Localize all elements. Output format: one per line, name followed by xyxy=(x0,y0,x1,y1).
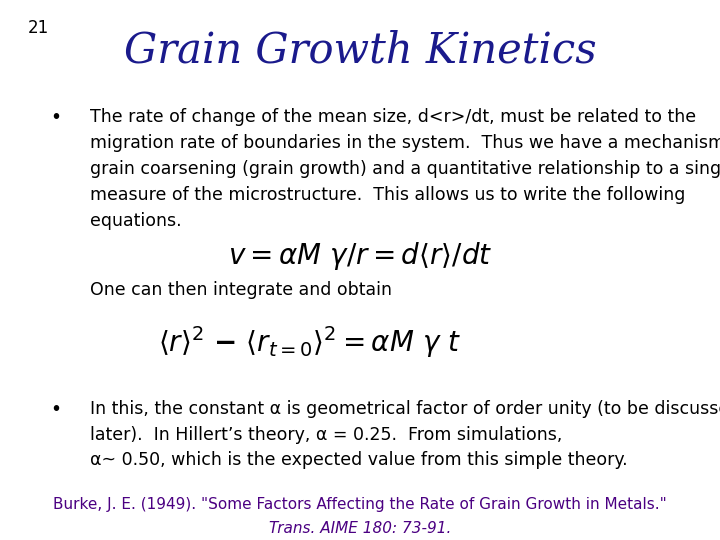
Text: •: • xyxy=(50,108,61,127)
Text: Trans. AIME 180: 73-91.: Trans. AIME 180: 73-91. xyxy=(269,521,451,536)
Text: •: • xyxy=(50,400,61,419)
Text: $\mathit{v} = \alpha\mathit{M}\ \gamma/\mathit{r} = \mathit{d}\langle\mathit{r}\: $\mathit{v} = \alpha\mathit{M}\ \gamma/\… xyxy=(228,240,492,272)
Text: In this, the constant α is geometrical factor of order unity (to be discussed: In this, the constant α is geometrical f… xyxy=(90,400,720,417)
Text: later).  In Hillert’s theory, α = 0.25.  From simulations,: later). In Hillert’s theory, α = 0.25. F… xyxy=(90,426,562,443)
Text: 21: 21 xyxy=(27,19,49,37)
Text: α~ 0.50, which is the expected value from this simple theory.: α~ 0.50, which is the expected value fro… xyxy=(90,451,628,469)
Text: equations.: equations. xyxy=(90,212,181,230)
Text: grain coarsening (grain growth) and a quantitative relationship to a single: grain coarsening (grain growth) and a qu… xyxy=(90,160,720,178)
Text: Burke, J. E. (1949). "Some Factors Affecting the Rate of Grain Growth in Metals.: Burke, J. E. (1949). "Some Factors Affec… xyxy=(53,497,667,512)
Text: The rate of change of the mean size, d<r>/dt, must be related to the: The rate of change of the mean size, d<r… xyxy=(90,108,696,126)
Text: One can then integrate and obtain: One can then integrate and obtain xyxy=(90,281,392,299)
Text: $\langle\mathit{r}\rangle^2\ \mathbf{-}\ \langle\mathit{r}_{\mathit{t=0}}\rangle: $\langle\mathit{r}\rangle^2\ \mathbf{-}\… xyxy=(158,324,462,360)
Text: measure of the microstructure.  This allows us to write the following: measure of the microstructure. This allo… xyxy=(90,186,685,204)
Text: migration rate of boundaries in the system.  Thus we have a mechanism for: migration rate of boundaries in the syst… xyxy=(90,134,720,152)
Text: Grain Growth Kinetics: Grain Growth Kinetics xyxy=(124,30,596,72)
